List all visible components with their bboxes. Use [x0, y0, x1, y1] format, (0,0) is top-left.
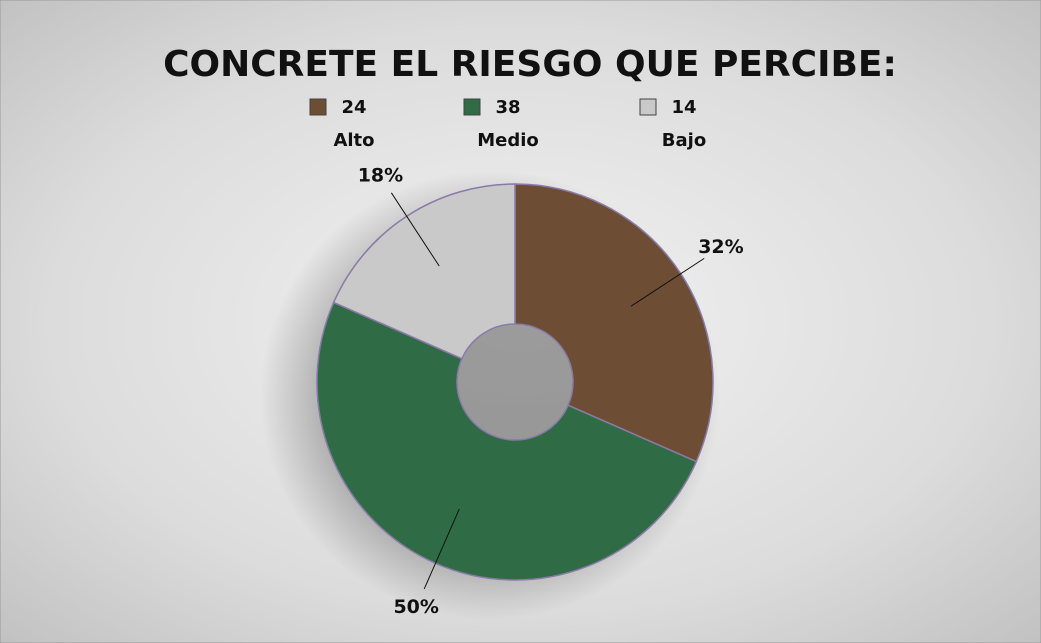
- legend-label: Alto: [333, 130, 374, 151]
- legend-swatch: [639, 98, 657, 116]
- leader-line: [423, 508, 460, 590]
- slice: [514, 183, 714, 463]
- leader-line: [390, 192, 440, 267]
- leader-line: [630, 257, 705, 307]
- chart-title: CONCRETE EL RIESGO QUE PERCIBE:: [163, 44, 897, 85]
- data-label: 18%: [358, 165, 403, 187]
- legend-value: 38: [495, 97, 520, 118]
- legend-value: 14: [671, 97, 696, 118]
- legend-label: Bajo: [662, 130, 706, 151]
- legend-value: 24: [341, 97, 366, 118]
- slice: [332, 183, 516, 360]
- data-label: 50%: [393, 596, 438, 618]
- data-label: 32%: [698, 236, 743, 258]
- legend-swatch: [463, 98, 481, 116]
- legend-swatch: [309, 98, 327, 116]
- slice: [316, 301, 698, 581]
- legend-label: Medio: [477, 130, 539, 151]
